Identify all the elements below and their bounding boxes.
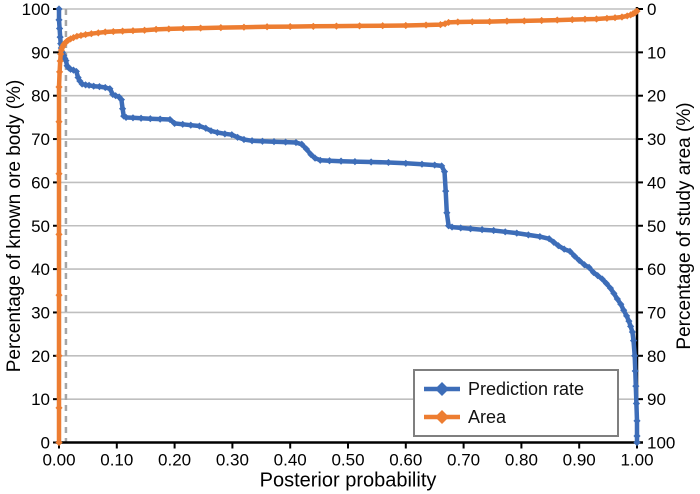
legend-label-area: Area xyxy=(468,406,507,427)
right-tick-label: 70 xyxy=(647,303,666,322)
left-tick-label: 30 xyxy=(31,303,50,322)
right-tick-label: 50 xyxy=(647,217,666,236)
right-tick-label: 90 xyxy=(647,390,666,409)
x-tick-label: 0.50 xyxy=(331,451,364,470)
left-tick-label: 60 xyxy=(31,173,50,192)
left-tick-label: 70 xyxy=(31,130,50,149)
left-tick-label: 20 xyxy=(31,347,50,366)
right-tick-label: 0 xyxy=(647,0,656,19)
left-tick-label: 0 xyxy=(41,434,50,453)
x-tick-label: 0.40 xyxy=(274,451,307,470)
x-tick-label: 0.20 xyxy=(158,451,191,470)
left-tick-label: 10 xyxy=(31,390,50,409)
legend-item-area: Area xyxy=(423,404,609,429)
left-tick-label: 80 xyxy=(31,87,50,106)
x-tick-label: 0.60 xyxy=(389,451,422,470)
series-prediction-rate xyxy=(55,5,641,447)
series-area xyxy=(55,7,641,447)
legend-item-prediction-rate: Prediction rate xyxy=(423,376,609,401)
left-tick-label: 40 xyxy=(31,260,50,279)
x-tick-label: 1.00 xyxy=(620,451,653,470)
right-tick-label: 20 xyxy=(647,87,666,106)
x-tick-label: 0.70 xyxy=(447,451,480,470)
right-axis-title: Percentage of study area (%) xyxy=(674,102,695,350)
x-tick-label: 0.10 xyxy=(100,451,133,470)
gridlines xyxy=(58,8,637,400)
x-tick-label: 0.30 xyxy=(216,451,249,470)
legend: Prediction rate Area xyxy=(413,369,619,437)
left-tick-label: 50 xyxy=(31,217,50,236)
area-line-marker-icon xyxy=(424,409,460,424)
right-tick-label: 10 xyxy=(647,43,666,62)
right-tick-label: 100 xyxy=(647,434,675,453)
x-axis-title: Posterior probability xyxy=(259,469,437,492)
left-tick-label: 100 xyxy=(22,0,50,19)
right-tick-label: 60 xyxy=(647,260,666,279)
left-axis-title: Percentage of known ore body (%) xyxy=(4,79,25,373)
x-tick-label: 0.00 xyxy=(42,451,75,470)
right-tick-label: 80 xyxy=(647,347,666,366)
left-tick-label: 90 xyxy=(31,43,50,62)
right-axis-ticks: 0 10 20 30 40 50 60 70 80 90 100 xyxy=(637,0,675,453)
x-tick-label: 0.90 xyxy=(563,451,596,470)
x-tick-label: 0.80 xyxy=(505,451,538,470)
left-axis-ticks: 0 10 20 30 40 50 60 70 80 90 100 xyxy=(22,0,59,453)
x-axis-ticks: 0.00 0.10 0.20 0.30 0.40 0.50 0.60 0.70 0.80 0.90… xyxy=(42,442,654,470)
legend-label-prediction-rate: Prediction rate xyxy=(468,378,585,399)
prediction-rate-line-marker-icon xyxy=(424,381,460,396)
right-tick-label: 30 xyxy=(647,130,666,149)
right-tick-label: 40 xyxy=(647,173,666,192)
